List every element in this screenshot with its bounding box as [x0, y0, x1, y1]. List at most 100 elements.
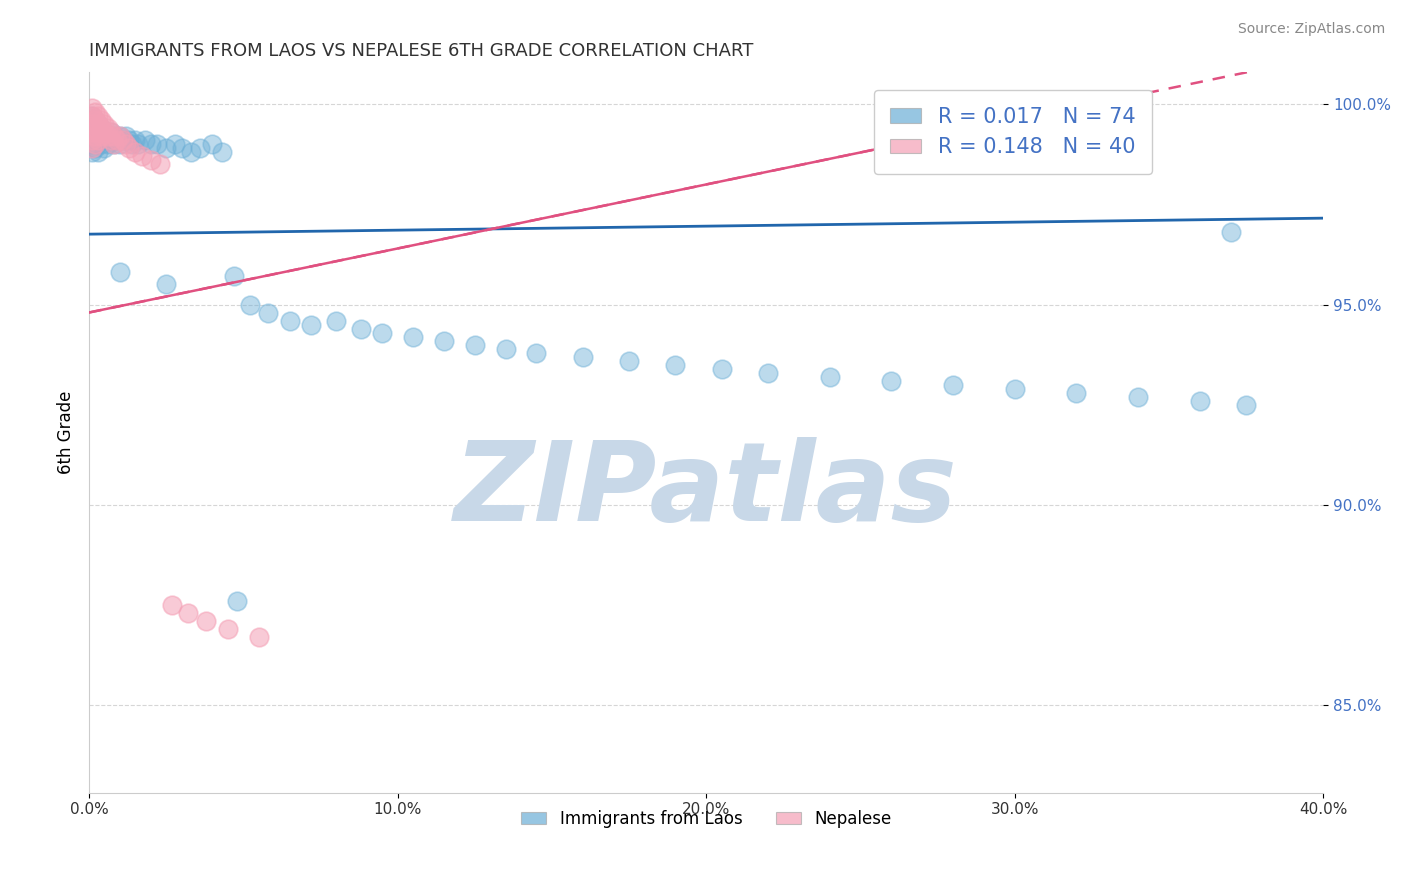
Point [165, 137, 187, 152]
Point [87, 118, 110, 132]
Point [87, 118, 110, 132]
Point [222, 269, 245, 284]
Point [124, 145, 146, 160]
Point [402, 329, 425, 343]
Point [526, 345, 548, 359]
Point [155, 277, 177, 292]
Point [97, 121, 120, 136]
Point [93, 118, 115, 132]
Point [82, 145, 104, 160]
Point [1234, 398, 1257, 412]
Point [82, 133, 104, 147]
Text: IMMIGRANTS FROM LAOS VS NEPALESE 6TH GRADE CORRELATION CHART: IMMIGRANTS FROM LAOS VS NEPALESE 6TH GRA… [89, 42, 754, 60]
Point [495, 342, 517, 356]
Point [188, 141, 211, 155]
Point [217, 622, 239, 636]
Point [82, 102, 104, 116]
Point [87, 133, 110, 147]
Point [108, 265, 131, 279]
Point [180, 145, 202, 160]
Point [131, 149, 153, 163]
Point [108, 129, 131, 144]
Point [118, 133, 141, 147]
Point [87, 145, 110, 160]
Point [90, 113, 112, 128]
Point [82, 110, 104, 124]
Point [464, 337, 486, 351]
Point [87, 133, 110, 147]
Point [84, 137, 107, 152]
Point [118, 141, 141, 155]
Point [170, 141, 193, 155]
Point [278, 313, 301, 327]
Point [103, 137, 125, 152]
Point [93, 125, 115, 139]
Point [134, 133, 156, 147]
Point [84, 113, 107, 128]
Point [82, 125, 104, 139]
Point [90, 129, 112, 144]
Point [155, 141, 177, 155]
Point [108, 129, 131, 144]
Y-axis label: 6th Grade: 6th Grade [58, 391, 75, 475]
Point [124, 133, 146, 147]
Point [139, 137, 162, 152]
Point [97, 129, 120, 144]
Point [121, 137, 143, 152]
Point [146, 137, 169, 152]
Point [201, 137, 224, 152]
Point [93, 133, 115, 147]
Point [84, 113, 107, 128]
Point [571, 350, 593, 364]
Point [84, 129, 107, 144]
Point [103, 129, 125, 144]
Point [87, 110, 110, 124]
Point [82, 110, 104, 124]
Point [127, 137, 149, 152]
Point [90, 121, 112, 136]
Point [139, 153, 162, 168]
Point [115, 137, 138, 152]
Point [325, 313, 347, 327]
Point [105, 133, 128, 147]
Point [664, 358, 686, 372]
Point [82, 118, 104, 132]
Point [82, 141, 104, 155]
Point [257, 305, 280, 319]
Point [93, 125, 115, 139]
Point [1126, 390, 1149, 404]
Point [103, 137, 125, 152]
Point [90, 121, 112, 136]
Point [162, 598, 184, 612]
Point [247, 630, 270, 644]
Point [1219, 226, 1241, 240]
Point [108, 137, 131, 152]
Point [1004, 382, 1026, 396]
Point [371, 326, 394, 340]
Point [82, 118, 104, 132]
Point [97, 137, 120, 152]
Point [100, 133, 122, 147]
Point [82, 125, 104, 139]
Legend: Immigrants from Laos, Nepalese: Immigrants from Laos, Nepalese [515, 804, 898, 835]
Point [87, 125, 110, 139]
Point [84, 129, 107, 144]
Point [1066, 385, 1088, 400]
Point [111, 133, 134, 147]
Point [103, 129, 125, 144]
Point [93, 141, 115, 155]
Point [617, 353, 640, 368]
Point [84, 141, 107, 155]
Point [111, 133, 134, 147]
Point [84, 121, 107, 136]
Point [100, 133, 122, 147]
Point [90, 129, 112, 144]
Point [818, 369, 841, 384]
Text: Source: ZipAtlas.com: Source: ZipAtlas.com [1237, 22, 1385, 37]
Point [100, 125, 122, 139]
Point [299, 318, 322, 332]
Point [105, 133, 128, 147]
Point [149, 157, 172, 171]
Point [97, 129, 120, 144]
Point [433, 334, 456, 348]
